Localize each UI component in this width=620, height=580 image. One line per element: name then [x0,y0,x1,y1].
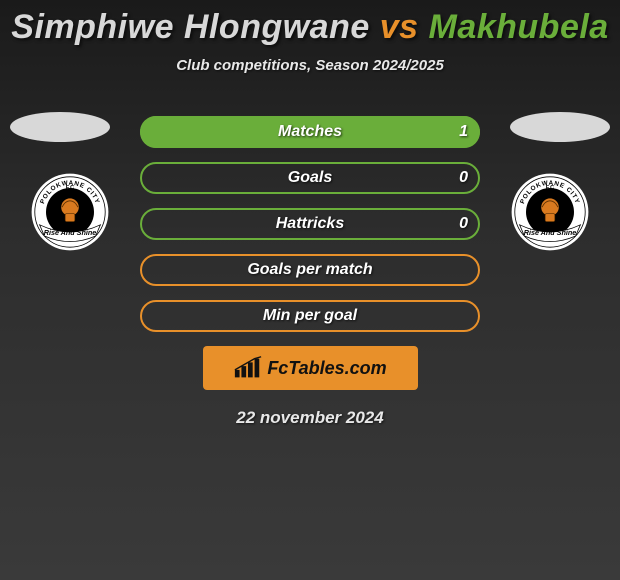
subtitle: Club competitions, Season 2024/2025 [0,57,620,74]
stat-bar: Goals per match [140,254,480,286]
stat-bar: 0Hattricks [140,208,480,240]
brand-badge: FcTables.com [203,346,418,390]
stat-bar-label: Goals per match [140,254,480,286]
title-player1: Simphiwe Hlongwane [11,8,369,46]
svg-text:Rise And Shine: Rise And Shine [524,228,576,237]
comparison-infographic: Simphiwe Hlongwane vs Makhubela Club com… [0,0,620,580]
player1-avatar-placeholder [10,112,110,142]
date-text: 22 november 2024 [0,408,620,428]
player1-club-logo: POLOKWANE CITY Rise And Shine F.C [30,172,110,252]
brand-chart-icon [233,356,263,380]
page-title: Simphiwe Hlongwane vs Makhubela [0,0,620,51]
brand-text: FcTables.com [267,358,386,379]
title-vs: vs [380,8,419,46]
stat-bars: 1Matches 0Goals 0Hattricks Goals per match M… [140,112,480,332]
svg-text:Rise And Shine: Rise And Shine [44,228,96,237]
stat-bar-label: Goals [140,162,480,194]
stat-bar: Min per goal [140,300,480,332]
player2-club-logo: POLOKWANE CITY Rise And Shine F.C [510,172,590,252]
stat-bar: 0Goals [140,162,480,194]
title-player2: Makhubela [429,8,609,46]
svg-text:F.C: F.C [66,185,74,191]
player2-avatar-placeholder [510,112,610,142]
stat-bar-label: Hattricks [140,208,480,240]
stat-bar-label: Min per goal [140,300,480,332]
svg-text:F.C: F.C [546,185,554,191]
stat-bar: 1Matches [140,116,480,148]
stat-bar-label: Matches [140,116,480,148]
content-area: POLOKWANE CITY Rise And Shine F.C POLOKW… [0,112,620,428]
